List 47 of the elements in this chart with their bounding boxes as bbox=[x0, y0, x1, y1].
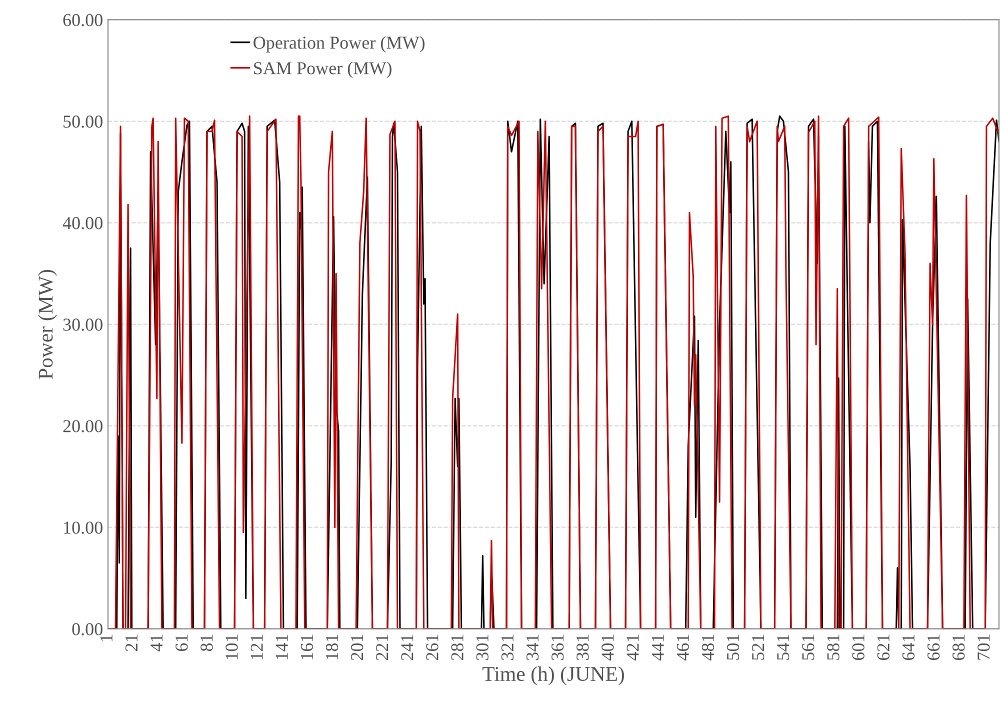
x-tick-label: 141 bbox=[276, 634, 288, 660]
y-tick-label: 40.00 bbox=[62, 217, 102, 230]
x-tick-label: 621 bbox=[877, 634, 890, 660]
x-tick-label: 301 bbox=[476, 634, 488, 660]
x-tick-label: 281 bbox=[451, 634, 464, 660]
x-tick-label: 1 bbox=[100, 634, 112, 642]
x-tick-label: 481 bbox=[702, 634, 714, 660]
x-axis-title: Time (h) (JUNE) bbox=[482, 666, 624, 686]
legend-label: Operation Power (MW) bbox=[254, 36, 425, 52]
x-tick-label: 601 bbox=[852, 634, 864, 660]
legend-label: SAM Power (MW) bbox=[254, 62, 392, 78]
x-tick-label: 121 bbox=[250, 634, 263, 660]
x-tick-label: 261 bbox=[426, 634, 438, 660]
y-tick-label: 0.00 bbox=[72, 623, 102, 636]
x-tick-label: 581 bbox=[827, 634, 840, 660]
x-tick-label: 421 bbox=[626, 634, 639, 660]
x-tick-label: 61 bbox=[176, 634, 188, 651]
x-tick-label: 321 bbox=[501, 634, 514, 660]
x-tick-label: 361 bbox=[552, 634, 564, 660]
x-tick-label: 381 bbox=[576, 634, 589, 660]
x-tick-label: 541 bbox=[777, 634, 790, 660]
y-tick-label: 60.00 bbox=[63, 14, 102, 26]
x-tick-label: 661 bbox=[927, 634, 940, 660]
y-tick-label: 50.00 bbox=[64, 116, 102, 128]
x-tick-label: 161 bbox=[300, 634, 314, 660]
y-tick-label: 10.00 bbox=[64, 522, 102, 534]
x-tick-label: 441 bbox=[652, 634, 664, 660]
x-tick-label: 561 bbox=[802, 634, 814, 660]
x-tick-label: 701 bbox=[978, 634, 990, 660]
x-tick-label: 401 bbox=[602, 634, 614, 660]
x-tick-label: 681 bbox=[952, 634, 965, 660]
x-tick-label: 241 bbox=[401, 634, 414, 660]
y-tick-label: 20.00 bbox=[63, 420, 102, 432]
x-tick-label: 641 bbox=[902, 634, 915, 660]
x-tick-label: 181 bbox=[326, 634, 338, 660]
y-tick-label: 30.00 bbox=[63, 318, 102, 331]
x-tick-label: 501 bbox=[726, 634, 740, 660]
x-tick-label: 341 bbox=[526, 634, 539, 660]
x-tick-label: 41 bbox=[150, 634, 162, 652]
x-tick-label: 81 bbox=[200, 634, 213, 652]
x-tick-label: 521 bbox=[752, 634, 764, 660]
y-axis-title: Power (MW) bbox=[38, 270, 57, 379]
x-tick-label: 21 bbox=[125, 634, 138, 651]
x-tick-label: 461 bbox=[676, 634, 689, 660]
x-tick-label: 221 bbox=[376, 634, 388, 660]
x-tick-label: 101 bbox=[226, 634, 238, 660]
x-tick-label: 201 bbox=[350, 634, 364, 660]
